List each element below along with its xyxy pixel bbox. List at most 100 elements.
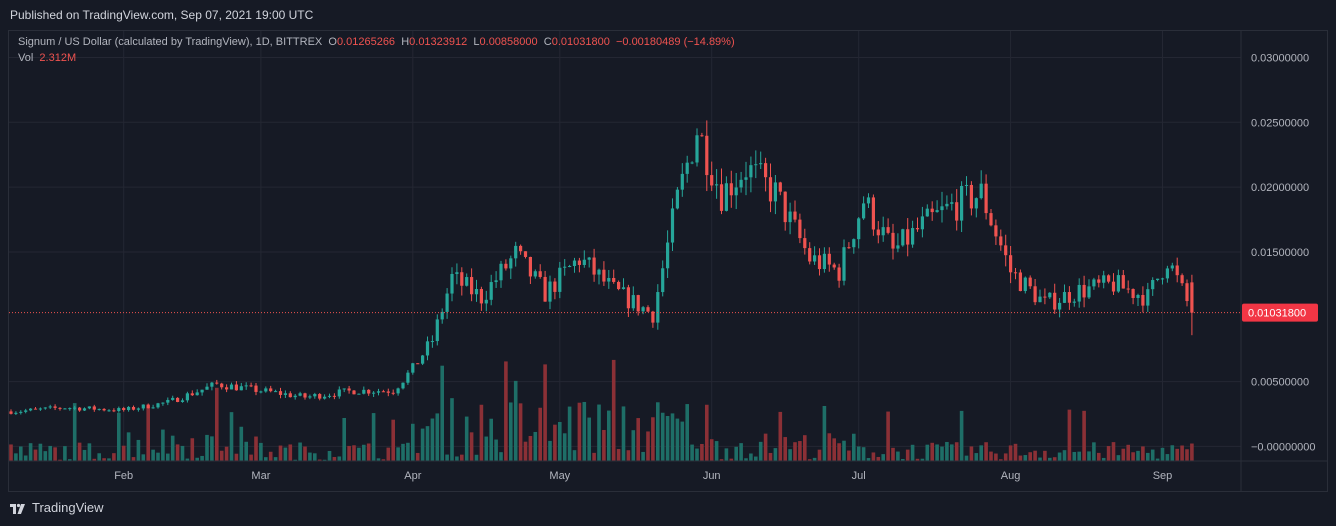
volume-bar (1048, 457, 1052, 461)
candle-body (239, 386, 243, 391)
volume-bar (362, 444, 366, 461)
legend-open-label: O (328, 36, 337, 48)
candle-body (156, 403, 160, 408)
volume-bar (577, 402, 582, 461)
candle-body (533, 271, 537, 277)
volume-bar (146, 405, 150, 461)
candle-body (43, 407, 47, 409)
candle-body (700, 135, 704, 137)
volume-bar (1111, 442, 1116, 461)
candle-body (592, 257, 596, 275)
candle-body (33, 408, 38, 410)
legend-low-label: L (473, 36, 480, 48)
candle-body (739, 179, 743, 188)
volume-bar (273, 457, 278, 461)
volume-bar (641, 451, 645, 461)
candle-body (406, 372, 410, 383)
volume-bar (141, 454, 146, 461)
volume-bar (460, 454, 464, 461)
volume-bar (288, 444, 293, 461)
candle-body (367, 389, 371, 394)
price-tick-label: 0.03000000 (1251, 52, 1309, 64)
volume-bar (783, 437, 787, 461)
volume-bar (945, 441, 949, 461)
volume-bar (979, 445, 983, 461)
candle-body (421, 355, 425, 364)
candle-body (435, 319, 439, 342)
price-axis[interactable]: 0.03000000 0.02500000 0.02000000 0.01500000… (1251, 52, 1316, 453)
candle-body (249, 385, 253, 387)
volume-bar (910, 444, 915, 461)
candle-body (102, 408, 106, 411)
candle-body (940, 206, 944, 211)
candle-body (136, 408, 140, 410)
candle-body (842, 247, 846, 281)
candle-body (78, 407, 82, 411)
chart-pane[interactable]: 0.03000000 0.02500000 0.02000000 0.01500000… (8, 30, 1328, 492)
volume-bar (156, 452, 160, 461)
candle-body (558, 267, 562, 292)
volume-bar (322, 459, 327, 461)
volume-bar (53, 447, 57, 461)
candle-body (1009, 255, 1013, 273)
time-axis[interactable]: Feb Mar Apr May Jun Jul Aug Sep (114, 470, 1172, 482)
candle-body (9, 411, 13, 414)
candle-body (337, 389, 341, 397)
volume-bar (533, 431, 538, 461)
volume-bar (293, 459, 297, 461)
volume-bar (82, 449, 87, 461)
candle-body (651, 311, 655, 323)
candle-body (847, 247, 851, 249)
volume-bar (827, 433, 832, 461)
volume-bar (77, 442, 82, 461)
candle-body (112, 410, 116, 412)
candle-body (180, 400, 185, 402)
candle-body (1097, 279, 1101, 283)
volume-bar (940, 446, 944, 461)
candle-body (318, 394, 322, 399)
candle-body (602, 269, 606, 282)
volume-bar (656, 402, 660, 461)
candle-body (460, 272, 464, 286)
volume-bar (513, 380, 518, 461)
time-tick-label: Mar (251, 470, 270, 482)
volume-bar (592, 452, 596, 461)
volume-bar (822, 405, 827, 461)
volume-bar (425, 426, 430, 461)
volume-bar (558, 422, 562, 461)
volume-bar (63, 446, 67, 461)
volume-bar (1160, 447, 1165, 461)
volume-bar (1072, 451, 1077, 461)
candle-body (1141, 294, 1145, 306)
candlestick-chart[interactable]: 0.03000000 0.02500000 0.02000000 0.01500000… (9, 31, 1327, 491)
candle-body (440, 311, 444, 320)
time-tick-label: May (549, 470, 570, 482)
volume-bar (1008, 445, 1013, 461)
candle-body (1018, 272, 1022, 292)
volume-bar (744, 458, 748, 461)
price-tick-label: −0.00000000 (1251, 441, 1316, 453)
candle-body (793, 211, 797, 220)
volume-bar (1043, 450, 1047, 461)
tradingview-brand[interactable]: TradingView (10, 500, 104, 515)
candle-body (494, 280, 498, 283)
candle-body (1077, 284, 1081, 302)
candle-body (999, 236, 1003, 246)
candle-body (425, 341, 430, 356)
volume-bar (509, 402, 513, 461)
candle-body (29, 408, 33, 411)
candle-body (572, 260, 577, 266)
volume-bar (680, 421, 685, 461)
volume-bar (484, 436, 489, 461)
volume-bar (788, 449, 792, 461)
volume-bar (528, 435, 533, 461)
candle-body (1151, 280, 1155, 290)
volume-bar (1150, 449, 1155, 461)
volume-bar (886, 411, 890, 461)
candle-body (685, 162, 689, 174)
candle-body (1048, 292, 1052, 298)
volume-bar (837, 443, 841, 461)
volume-bar (543, 364, 547, 461)
candle-body (710, 175, 714, 186)
volume-bar (1023, 455, 1028, 461)
